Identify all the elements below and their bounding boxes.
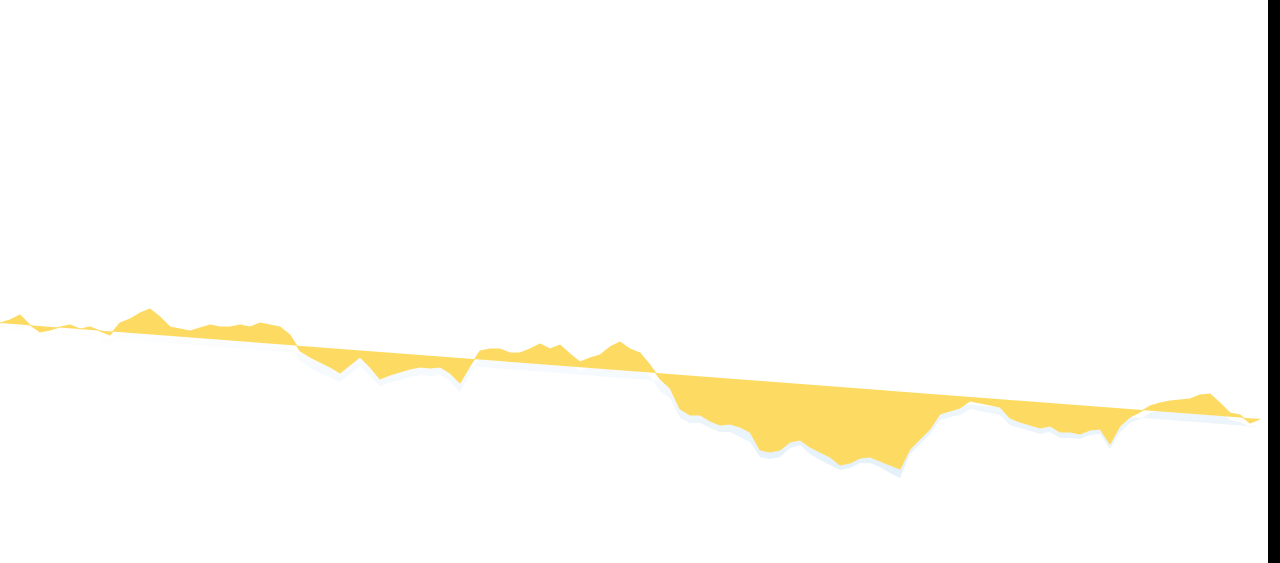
right-edge-bar [1268,0,1280,563]
chart-plot-area [0,308,1261,478]
area-fill-series-0 [0,317,1260,478]
band-series-0 [0,308,1261,470]
